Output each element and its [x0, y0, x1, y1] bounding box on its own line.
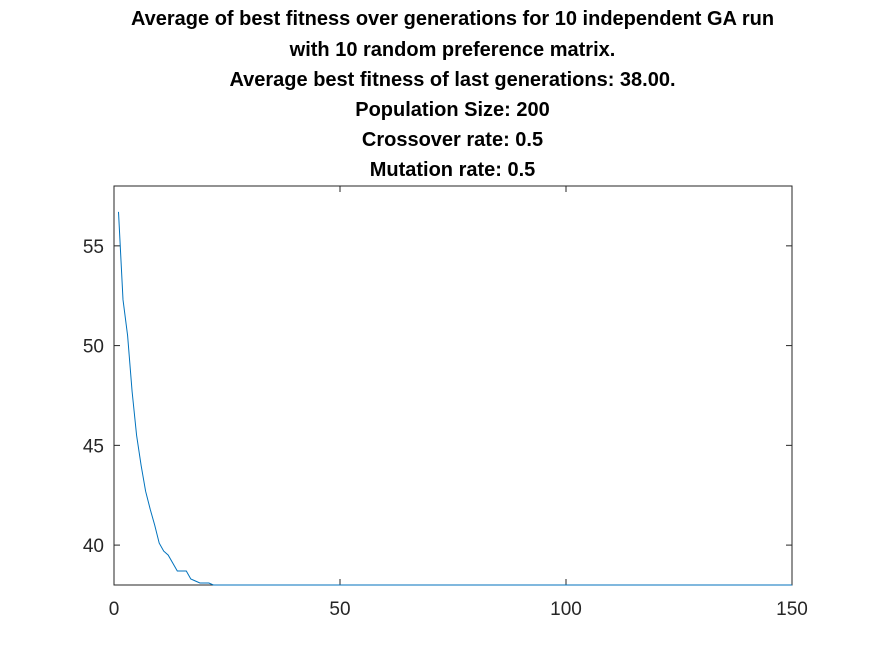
x-tick-label: 100: [550, 599, 582, 620]
series-line: [118, 211, 792, 586]
y-tick-label: 40: [83, 536, 104, 557]
y-tick-label: 45: [83, 436, 104, 457]
chart-title-line-5: Crossover rate: 0.5: [361, 129, 544, 151]
y-tick-label: 50: [83, 337, 104, 358]
chart-title-line-2: with 10 random preference matrix.: [289, 39, 616, 61]
chart-title-line-4: Population Size: 200: [355, 99, 550, 121]
x-tick-label: 150: [776, 599, 808, 620]
y-tick-label: 55: [83, 237, 104, 258]
axis-ticks: 0 50 100 150 40 45 50 55: [83, 186, 808, 620]
x-tick-label: 50: [329, 599, 350, 620]
axes-box: [113, 185, 793, 586]
chart-title-line-3: Average best fitness of last generations…: [229, 69, 676, 91]
series-group: [118, 211, 792, 586]
chart-title-line-6: Mutation rate: 0.5: [369, 159, 536, 181]
chart-title-line-1: Average of best fitness over generations…: [130, 8, 775, 30]
x-tick-label: 0: [109, 599, 120, 620]
